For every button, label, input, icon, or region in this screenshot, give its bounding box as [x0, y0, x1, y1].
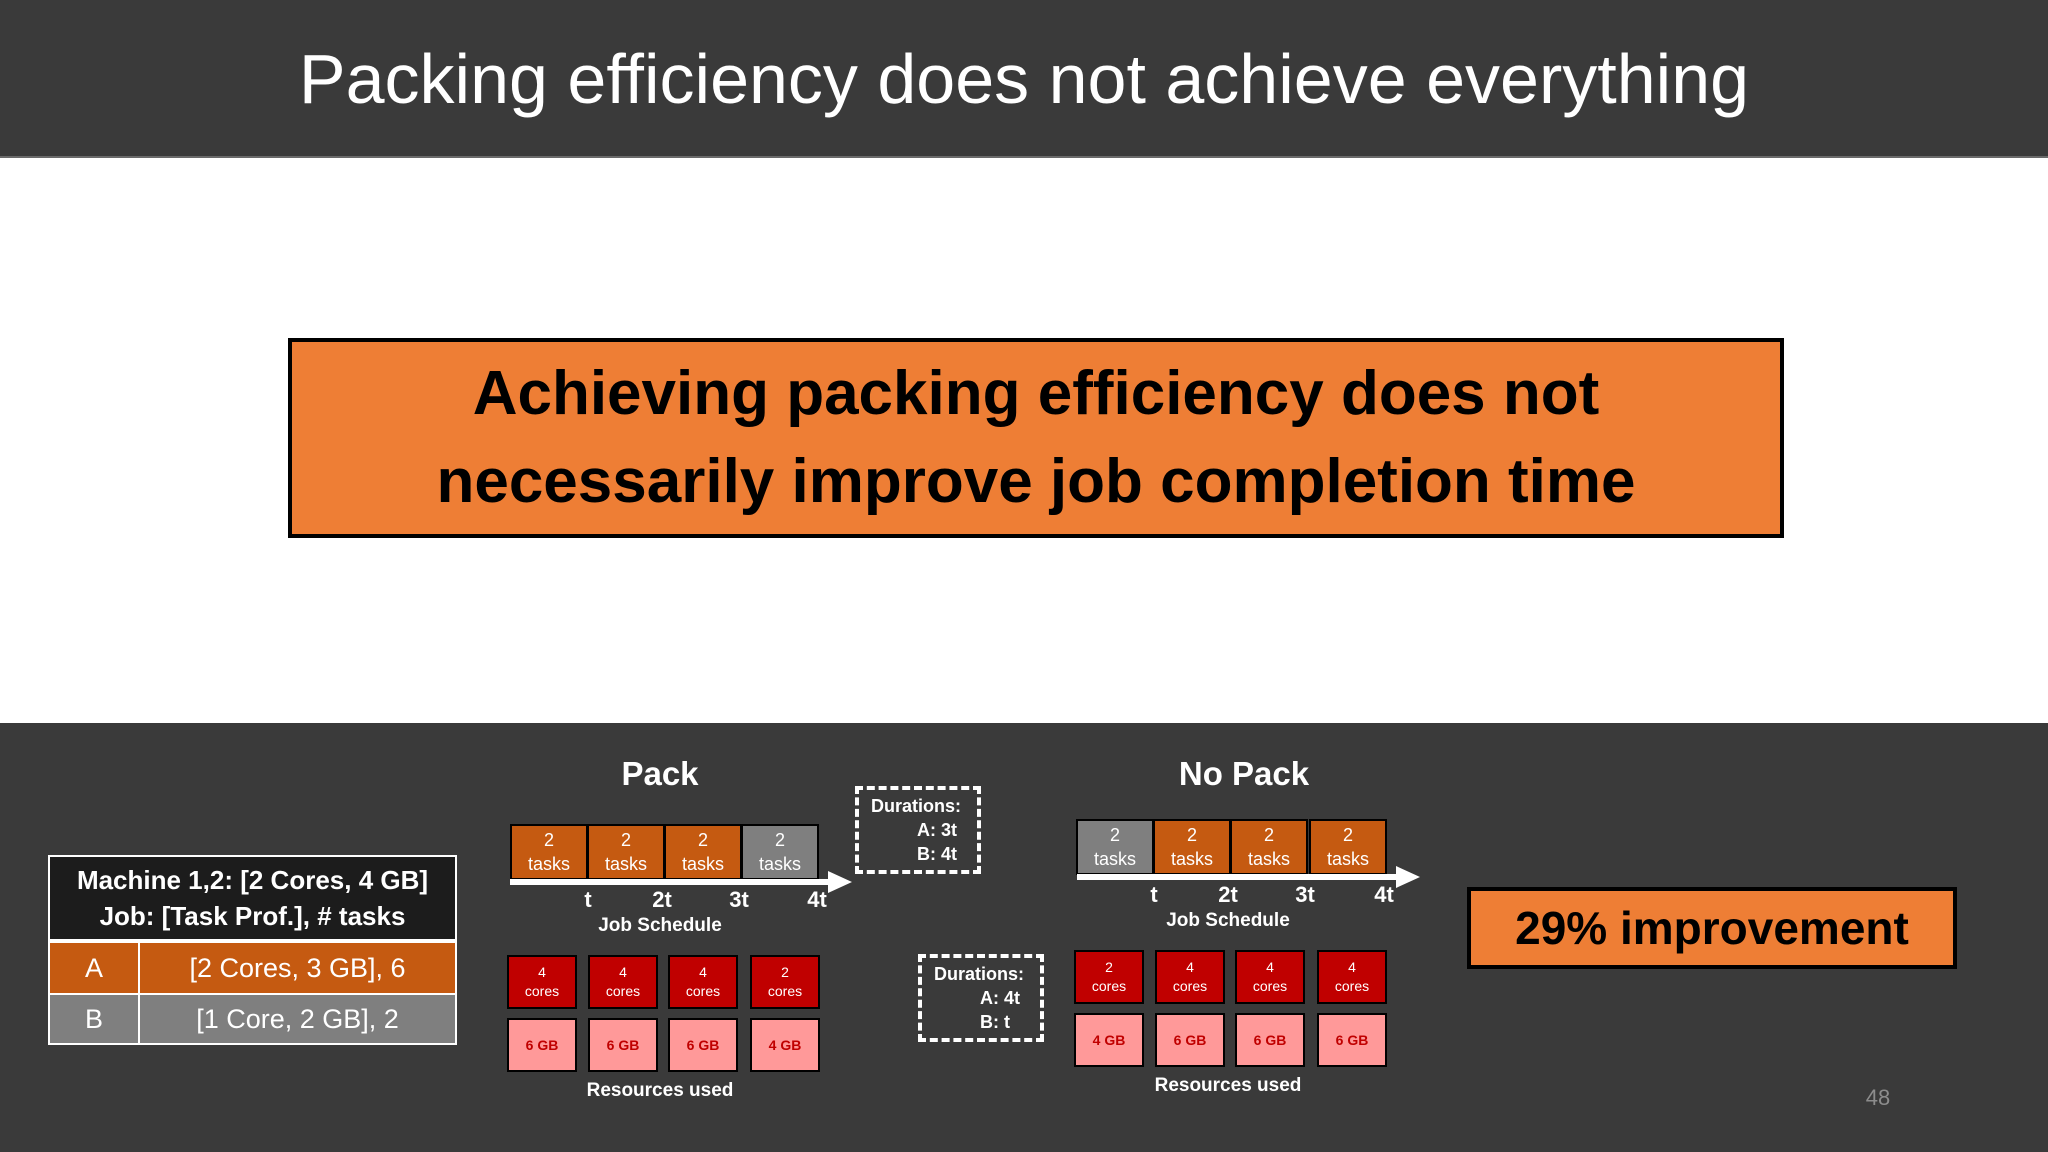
pack-timeline-arrow-icon [828, 871, 852, 893]
core-unit: cores [1334, 978, 1370, 994]
core-count: 4 [619, 964, 627, 980]
nopack-resources-label: Resources used [1154, 1075, 1302, 1096]
task-count: 2 [543, 830, 554, 850]
nopack-memory-block: 6 GB [1317, 1013, 1387, 1067]
task-unit: tasks [527, 854, 570, 874]
task-unit: tasks [1247, 849, 1290, 869]
nopack-tick: 4t [1374, 882, 1394, 907]
duration-b: B: t [980, 1012, 1010, 1032]
durations-title: Durations: [871, 796, 961, 816]
pack-resources-label: Resources used [586, 1080, 734, 1101]
duration-b: B: 4t [917, 844, 957, 864]
task-unit: tasks [1170, 849, 1213, 869]
pack-durations-box: Durations: A: 3t B: 4t [855, 786, 981, 874]
pack-task-block: 2 tasks [587, 824, 665, 880]
pack-memory-block: 4 GB [750, 1018, 820, 1072]
task-unit: tasks [1093, 849, 1136, 869]
job-profile: [2 Cores, 3 GB], 6 [189, 952, 406, 983]
table-row: A [2 Cores, 3 GB], 6 [50, 943, 455, 993]
key-message-callout: Achieving packing efficiency does not ne… [288, 338, 1784, 538]
task-count: 2 [1342, 825, 1353, 845]
pack-tick: 3t [729, 887, 749, 912]
task-count: 2 [1109, 825, 1120, 845]
job-table-header: Machine 1,2: [2 Cores, 4 GB] Job: [Task … [50, 857, 455, 943]
core-count: 2 [1105, 959, 1113, 975]
pack-tick: t [584, 887, 592, 912]
core-count: 4 [1348, 959, 1356, 975]
core-count: 4 [538, 964, 546, 980]
pack-tick: 2t [652, 887, 672, 912]
nopack-core-block: 2 cores [1074, 950, 1144, 1004]
nopack-memory-block: 4 GB [1074, 1013, 1144, 1067]
pack-memory-block: 6 GB [507, 1018, 577, 1072]
nopack-durations-box: Durations: A: 4t B: t [918, 954, 1044, 1042]
nopack-tick: 3t [1295, 882, 1315, 907]
core-count: 4 [1266, 959, 1274, 975]
core-count: 2 [781, 964, 789, 980]
slide-title: Packing efficiency does not achieve ever… [298, 40, 1750, 118]
nopack-title: No Pack [1178, 755, 1310, 792]
pack-core-block: 4 cores [588, 955, 658, 1009]
page-number: 48 [1865, 1085, 1891, 1110]
core-unit: cores [524, 983, 560, 999]
pack-task-block: 2 tasks [664, 824, 742, 880]
task-unit: tasks [604, 854, 647, 874]
machine-spec: Machine 1,2: [2 Cores, 4 GB] [76, 865, 429, 895]
nopack-memory-block: 6 GB [1155, 1013, 1225, 1067]
durations-title: Durations: [934, 964, 1024, 984]
nopack-tick: 2t [1218, 882, 1238, 907]
nopack-schedule-label: Job Schedule [1166, 910, 1290, 931]
job-profile-table: Machine 1,2: [2 Cores, 4 GB] Job: [Task … [48, 855, 457, 1045]
core-unit: cores [1091, 978, 1127, 994]
task-count: 2 [620, 830, 631, 850]
pack-memory-block: 6 GB [588, 1018, 658, 1072]
job-id: A [50, 943, 140, 993]
nopack-tick: t [1150, 882, 1158, 907]
pack-core-block: 2 cores [750, 955, 820, 1009]
improvement-badge: 29% improvement [1467, 887, 1957, 969]
nopack-core-block: 4 cores [1317, 950, 1387, 1004]
pack-task-block: 2 tasks [510, 824, 588, 880]
task-unit: tasks [758, 854, 801, 874]
pack-core-block: 4 cores [668, 955, 738, 1009]
job-id: B [50, 995, 140, 1043]
task-unit: tasks [1326, 849, 1369, 869]
task-count: 2 [774, 830, 785, 850]
job-spec-header: Job: [Task Prof.], # tasks [99, 901, 406, 931]
callout-line-1: Achieving packing efficiency does not [472, 359, 1600, 428]
duration-a: A: 3t [917, 820, 957, 840]
pack-memory-block: 6 GB [668, 1018, 738, 1072]
task-count: 2 [1263, 825, 1274, 845]
core-unit: cores [767, 983, 803, 999]
pack-core-block: 4 cores [507, 955, 577, 1009]
nopack-timeline-arrow-icon [1396, 866, 1420, 888]
core-unit: cores [1172, 978, 1208, 994]
nopack-task-block: 2 tasks [1230, 819, 1308, 875]
core-unit: cores [685, 983, 721, 999]
pack-timeline-axis [510, 879, 832, 885]
task-unit: tasks [681, 854, 724, 874]
nopack-task-block: 2 tasks [1153, 819, 1231, 875]
core-unit: cores [1252, 978, 1288, 994]
pack-title: Pack [621, 755, 699, 792]
pack-tick: 4t [807, 887, 827, 912]
nopack-timeline-axis [1077, 874, 1401, 880]
table-row: B [1 Core, 2 GB], 2 [50, 993, 455, 1043]
callout-line-2: necessarily improve job completion time [436, 447, 1636, 516]
task-count: 2 [1186, 825, 1197, 845]
core-count: 4 [1186, 959, 1194, 975]
core-count: 4 [699, 964, 707, 980]
task-count: 2 [697, 830, 708, 850]
nopack-memory-block: 6 GB [1235, 1013, 1305, 1067]
core-unit: cores [605, 983, 641, 999]
title-bar [0, 0, 2048, 158]
nopack-task-block: 2 tasks [1309, 819, 1387, 875]
pack-task-block: 2 tasks [741, 824, 819, 880]
pack-schedule-label: Job Schedule [598, 915, 722, 936]
nopack-task-block: 2 tasks [1076, 819, 1154, 875]
nopack-core-block: 4 cores [1235, 950, 1305, 1004]
job-profile: [1 Core, 2 GB], 2 [196, 1003, 399, 1034]
nopack-core-block: 4 cores [1155, 950, 1225, 1004]
duration-a: A: 4t [980, 988, 1020, 1008]
